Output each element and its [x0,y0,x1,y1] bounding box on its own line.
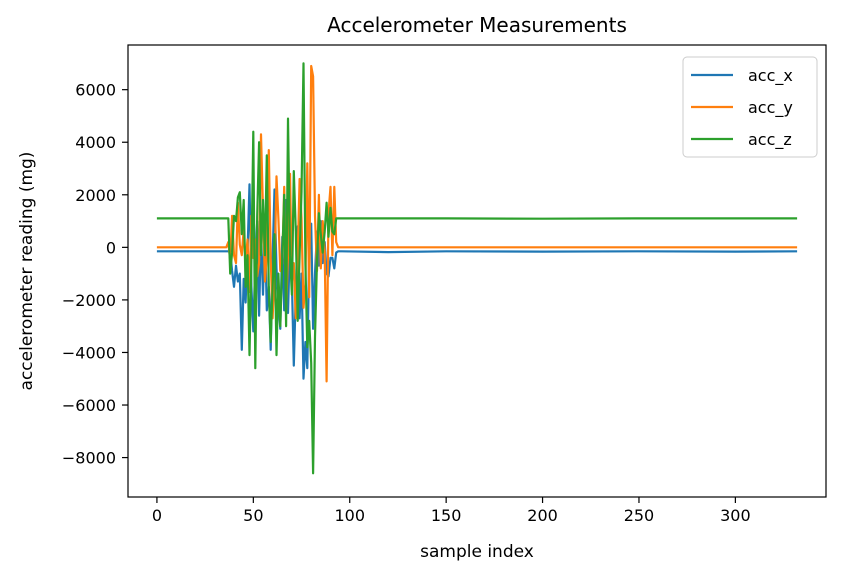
x-tick-label: 100 [334,506,365,525]
y-tick-label: 0 [106,238,116,257]
x-tick-label: 0 [152,506,162,525]
y-tick-label: 6000 [75,81,116,100]
y-tick-label: 4000 [75,133,116,152]
series-layer [156,62,798,475]
x-tick-label: 50 [243,506,263,525]
x-axis: 0 50 100 150 200 250 300 [152,497,751,525]
legend-label-acc-z: acc_z [748,130,792,150]
legend-label-acc-x: acc_x [748,66,793,86]
legend-label-acc-y: acc_y [748,98,793,118]
x-tick-label: 150 [431,506,462,525]
x-tick-label: 250 [624,506,655,525]
chart-title: Accelerometer Measurements [327,13,627,37]
y-tick-label: −6000 [62,396,116,415]
x-tick-label: 300 [720,506,751,525]
series-line-acc-z [156,62,798,475]
y-axis-label: accelerometer reading (mg) [17,152,37,391]
legend-box [682,56,818,158]
y-tick-label: −8000 [62,449,116,468]
y-tick-label: −2000 [62,291,116,310]
y-axis: −8000 −6000 −4000 −2000 0 2000 4000 6000 [62,81,128,468]
x-tick-label: 200 [527,506,558,525]
plot-area-frame [127,44,827,498]
legend: acc_x acc_y acc_z [682,56,818,158]
x-axis-label: sample index [420,542,534,562]
y-tick-label: −4000 [62,343,116,362]
y-tick-label: 2000 [75,186,116,205]
